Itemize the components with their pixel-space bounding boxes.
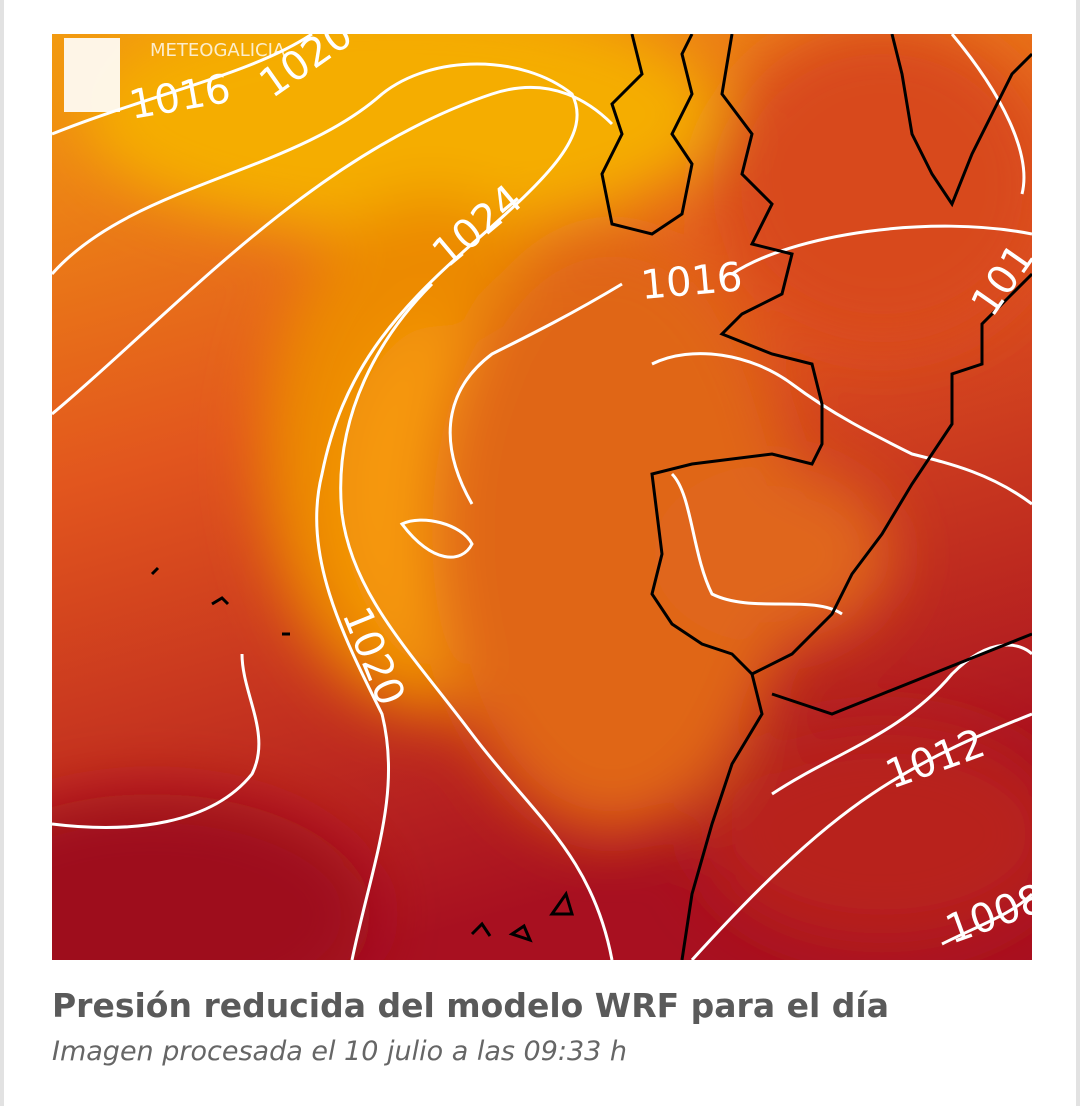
watermark: METEOGALICIA: [150, 40, 286, 61]
caption-subtitle: Imagen procesada el 10 julio a las 09:33…: [52, 1036, 628, 1067]
isobar-label: 1016: [639, 254, 744, 309]
caption-title: Presión reducida del modelo WRF para el …: [52, 986, 889, 1025]
pressure-map: METEOGALICIA 1016 10201024101610201012100…: [52, 34, 1032, 960]
